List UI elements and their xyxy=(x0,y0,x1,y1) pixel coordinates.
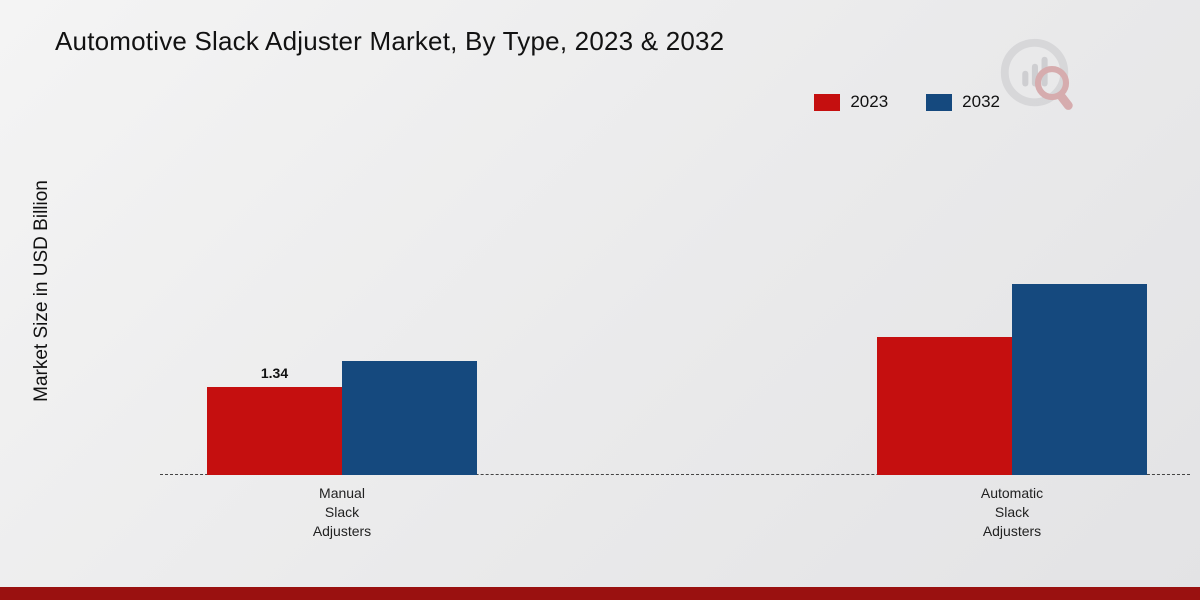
legend-label: 2023 xyxy=(850,92,889,111)
bar-value-label: 1.34 xyxy=(260,365,289,381)
category-label-1: Automatic Slack Adjusters xyxy=(980,485,1044,539)
bar-2023-category-1 xyxy=(877,337,1012,475)
legend-label: 2032 xyxy=(962,92,1000,111)
footer-accent-bar xyxy=(0,587,1200,600)
brand-logo-icon xyxy=(994,34,1082,118)
legend-item-2032: 2032 xyxy=(926,92,1000,112)
chart-title: Automotive Slack Adjuster Market, By Typ… xyxy=(55,26,725,56)
legend: 2023 2032 xyxy=(814,92,1000,112)
bar-2032-category-1 xyxy=(1012,284,1147,475)
category-label-0: Manual Slack Adjusters xyxy=(312,485,372,539)
legend-swatch-2032 xyxy=(926,93,953,111)
bar-2032-category-0 xyxy=(342,361,477,475)
legend-item-2023: 2023 xyxy=(814,92,888,112)
x-axis-baseline xyxy=(160,474,1190,475)
bar-2023-category-0 xyxy=(207,387,342,475)
legend-swatch-2023 xyxy=(814,93,841,111)
